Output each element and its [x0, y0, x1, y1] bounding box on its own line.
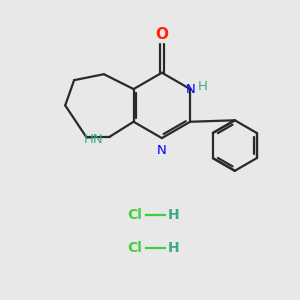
Text: HN: HN [84, 133, 103, 146]
Text: N: N [157, 144, 167, 157]
Text: Cl: Cl [128, 208, 142, 222]
Text: H: H [168, 241, 179, 255]
Text: H: H [168, 208, 179, 222]
Text: Cl: Cl [128, 241, 142, 255]
Text: N: N [186, 82, 196, 96]
Text: H: H [198, 80, 208, 93]
Text: O: O [155, 26, 168, 41]
